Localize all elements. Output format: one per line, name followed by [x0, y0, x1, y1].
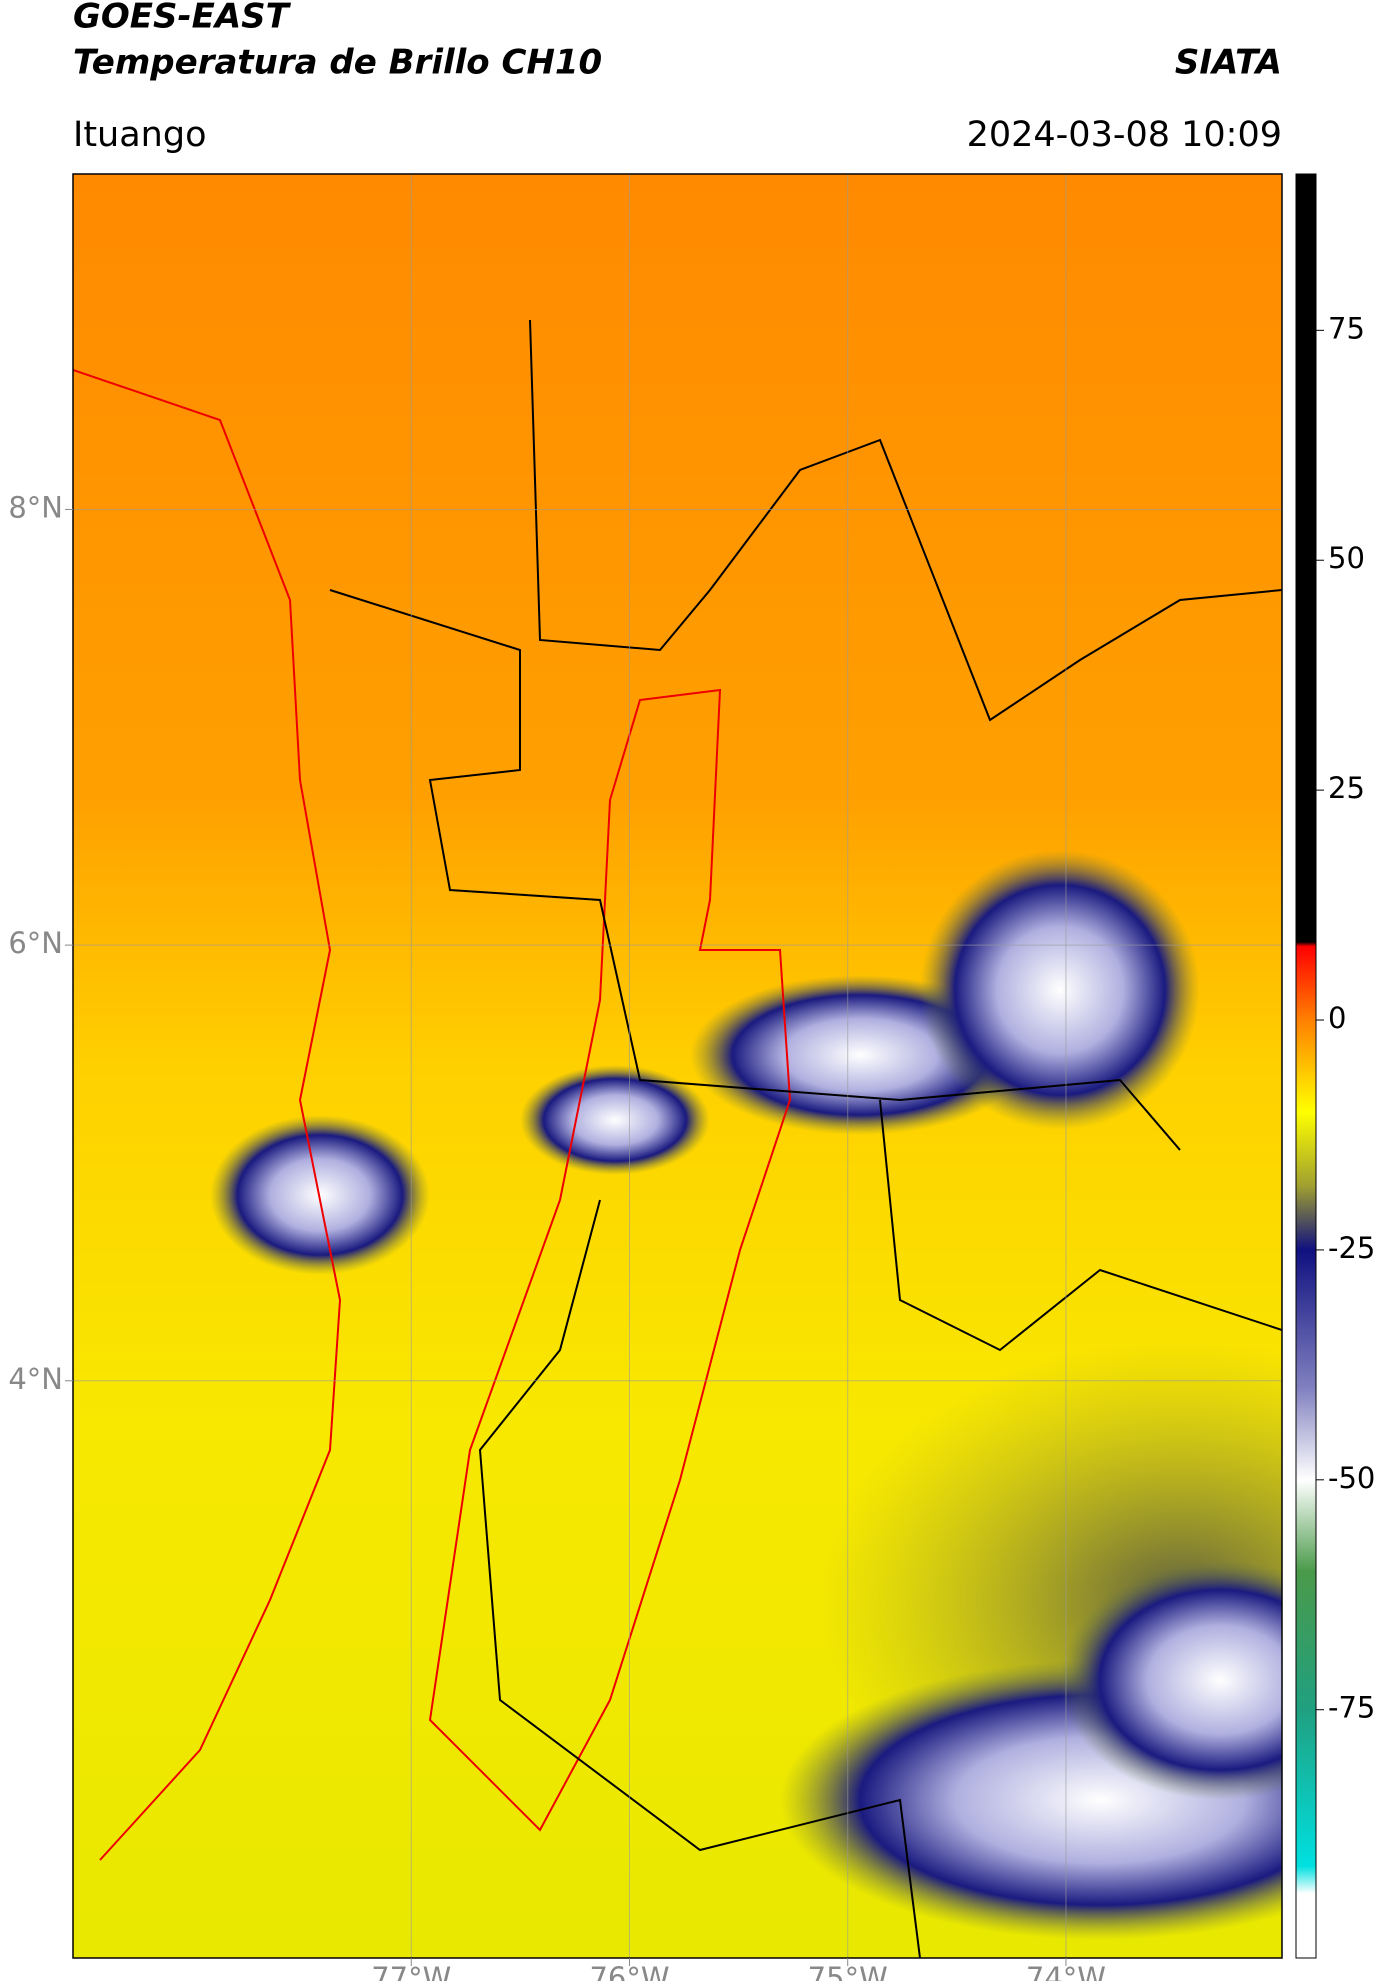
datetime: 2024-03-08 10:09 — [967, 115, 1282, 155]
borders — [329, 319, 1282, 1958]
cloud — [520, 1065, 710, 1175]
colorbar-tick-label: -50 — [1328, 1461, 1375, 1495]
colorbar-tick-label: 75 — [1328, 311, 1365, 345]
coastline — [73, 369, 342, 1861]
lat-tick-label: 4°N — [8, 1362, 63, 1396]
colorbar-tick-label: -75 — [1328, 1691, 1375, 1725]
cloud — [920, 850, 1200, 1130]
lat-tick-label: 6°N — [8, 926, 63, 960]
region-border — [428, 688, 792, 1832]
lat-tick-label: 8°N — [8, 490, 63, 524]
subtitle: Temperatura de Brillo CH10 — [73, 43, 602, 83]
colorbar-tick-label: -25 — [1328, 1231, 1375, 1265]
colorbar-frame — [1295, 173, 1317, 1959]
cloud — [1060, 1560, 1282, 1800]
location: Ituango — [73, 115, 207, 155]
colorbar-tick-label: 25 — [1328, 771, 1365, 805]
title: GOES-EAST — [73, 0, 292, 37]
map-frame — [72, 173, 1283, 1959]
lon-tick-label: 76°W — [589, 1961, 669, 1981]
colorbar — [1296, 174, 1316, 1958]
colorbar-tick-label: 50 — [1328, 541, 1365, 575]
source: SIATA — [1175, 43, 1282, 83]
map — [73, 174, 1282, 1958]
lon-tick-label: 77°W — [371, 1961, 451, 1981]
lon-tick-label: 74°W — [1026, 1961, 1106, 1981]
colorbar-tick-label: 0 — [1328, 1001, 1346, 1035]
lon-tick-label: 75°W — [808, 1961, 888, 1981]
